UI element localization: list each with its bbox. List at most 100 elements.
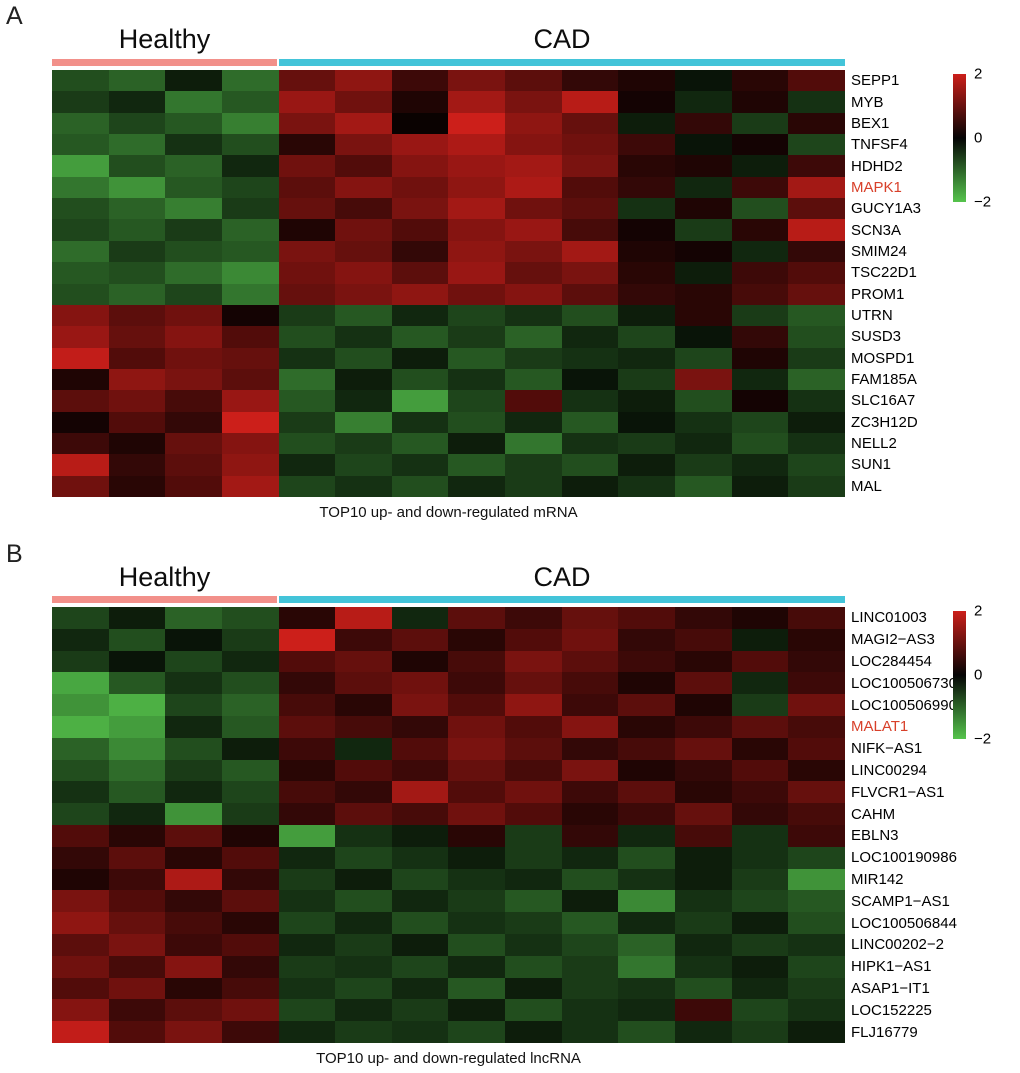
heatmap-cell — [221, 977, 279, 1000]
gene-label: LOC100190986 — [851, 849, 957, 867]
heatmap-cell — [278, 715, 336, 738]
gene-label: SMIM24 — [851, 242, 907, 260]
heatmap-cell — [278, 198, 336, 220]
heatmap-cell — [221, 890, 279, 913]
heatmap-cell — [675, 411, 732, 433]
heatmap-cell — [505, 1021, 562, 1043]
heatmap-cell — [618, 672, 676, 695]
heatmap-cell — [165, 672, 222, 695]
heatmap-cell — [788, 454, 845, 476]
heatmap-cell — [788, 803, 845, 825]
heatmap-cell — [561, 326, 619, 348]
heatmap-cell — [335, 70, 392, 92]
heatmap-cell — [731, 262, 789, 284]
heatmap-cell — [788, 368, 845, 391]
heatmap-cell — [448, 824, 506, 847]
gene-label: FLVCR1−AS1 — [851, 783, 945, 801]
heatmap-cell — [505, 368, 562, 391]
heatmap-cell — [618, 475, 676, 497]
heatmap-cell — [278, 219, 336, 241]
heatmap-cell — [675, 628, 732, 651]
heatmap-cell — [505, 912, 562, 934]
heatmap-cell — [52, 607, 109, 629]
heatmap-cell — [505, 155, 562, 177]
heatmap-cell — [165, 955, 222, 978]
heatmap-cell — [561, 432, 619, 455]
heatmap-cell — [561, 824, 619, 847]
heatmap-cell — [108, 91, 166, 113]
heatmap-cell — [731, 977, 789, 1000]
heatmap-cell — [505, 347, 562, 369]
heatmap-cell — [108, 803, 166, 825]
colorbar-tick-mid: 0 — [974, 129, 983, 147]
heatmap-cell — [165, 91, 222, 113]
heatmap-cell — [335, 999, 392, 1022]
heatmap-cell — [335, 432, 392, 455]
gene-label: NIFK−AS1 — [851, 740, 923, 758]
heatmap-cell — [221, 933, 279, 956]
heatmap-cell — [278, 737, 336, 760]
heatmap-cell — [561, 977, 619, 1000]
heatmap-cell — [108, 198, 166, 220]
heatmap-cell — [505, 803, 562, 825]
heatmap-cell — [335, 475, 392, 497]
heatmap-cell — [221, 91, 279, 113]
heatmap-cell — [165, 134, 222, 156]
heatmap-cell — [221, 432, 279, 455]
heatmap-cell — [108, 240, 166, 263]
heatmap-cell — [165, 283, 222, 305]
heatmap-cell — [731, 628, 789, 651]
heatmap-cell — [561, 650, 619, 673]
gene-label: BEX1 — [851, 114, 890, 132]
heatmap-cell — [448, 1021, 506, 1043]
gene-label: SUSD3 — [851, 328, 902, 346]
heatmap-cell — [448, 283, 506, 305]
heatmap-cell — [391, 326, 449, 348]
heatmap-cell — [788, 347, 845, 369]
heatmap-cell — [675, 347, 732, 369]
heatmap-cell — [505, 999, 562, 1022]
heatmap-cell — [731, 737, 789, 760]
heatmap-cell — [278, 432, 336, 455]
heatmap-cell — [391, 694, 449, 716]
heatmap-cell — [108, 650, 166, 673]
heatmap-cell — [448, 155, 506, 177]
heatmap-cell — [618, 262, 676, 284]
gene-label: SEPP1 — [851, 72, 900, 90]
gene-labels-lncrna: LINC01003 MAGI2−AS3 LOC284454 LOC100506730 L… — [851, 607, 971, 1043]
heatmap-cell — [731, 326, 789, 348]
heatmap-cell — [788, 134, 845, 156]
heatmap-cell — [788, 283, 845, 305]
heatmap-cell — [505, 411, 562, 433]
heatmap-cell — [618, 91, 676, 113]
heatmap-cell — [675, 999, 732, 1022]
heatmap-cell — [391, 432, 449, 455]
heatmap-cell — [108, 134, 166, 156]
heatmap-cell — [165, 933, 222, 956]
heatmap-cell — [675, 91, 732, 113]
heatmap-cell — [788, 650, 845, 673]
heatmap-cell — [561, 1021, 619, 1043]
heatmap-cell — [165, 628, 222, 651]
heatmap-cell — [52, 999, 109, 1022]
heatmap-cell — [52, 112, 109, 135]
heatmap-cell — [788, 240, 845, 263]
gene-label: MYB — [851, 93, 884, 111]
heatmap-cell — [618, 432, 676, 455]
heatmap-cell — [731, 347, 789, 369]
heatmap-cell — [165, 694, 222, 716]
heatmap-cell — [788, 694, 845, 716]
heatmap-cell — [675, 70, 732, 92]
heatmap-cell — [108, 694, 166, 716]
heatmap-cell — [52, 475, 109, 497]
cad-group-color-bar — [279, 596, 845, 603]
heatmap-cell — [108, 759, 166, 782]
heatmap-cell — [335, 694, 392, 716]
heatmap-cell — [731, 219, 789, 241]
heatmap-cell — [165, 155, 222, 177]
heatmap-cell — [675, 304, 732, 327]
gene-label: LOC100506990 — [851, 696, 957, 714]
heatmap-cell — [391, 219, 449, 241]
heatmap-cell — [788, 176, 845, 199]
gene-label: MAGI2−AS3 — [851, 631, 935, 649]
